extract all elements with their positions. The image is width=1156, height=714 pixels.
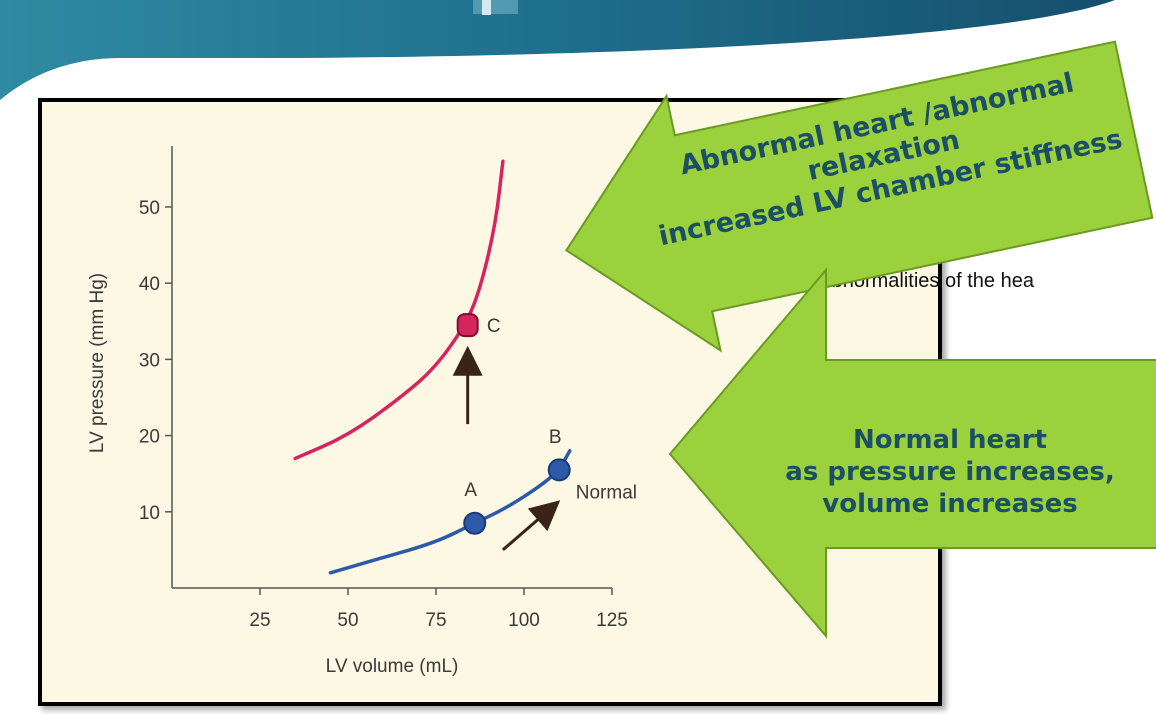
title-banner: [0, 0, 1115, 100]
x-tick-label: 125: [596, 610, 628, 631]
chart-axes: [171, 146, 612, 589]
point-c: [456, 313, 479, 338]
y-tick-label: 30: [139, 350, 160, 371]
point-label-c: C: [487, 316, 501, 337]
y-tick-label: 50: [139, 198, 160, 219]
point-b: [547, 458, 571, 482]
point-label-a: A: [464, 480, 477, 501]
normal-curve-label: Normal: [576, 483, 637, 504]
y-tick-label: 10: [139, 503, 160, 524]
direction-arrow: [501, 500, 561, 552]
x-tick-label: 25: [249, 610, 270, 631]
point-label-b: B: [549, 427, 562, 448]
y-tick-label: 20: [139, 427, 160, 448]
y-axis-label: LV pressure (mm Hg): [87, 273, 108, 453]
chart-frame: [38, 98, 942, 706]
x-tick-label: 100: [508, 610, 540, 631]
stiff-chamber-curve: [293, 159, 505, 461]
x-tick-label: 50: [337, 610, 358, 631]
y-tick-label: 40: [139, 274, 160, 295]
x-tick-label: 75: [425, 610, 446, 631]
x-axis-label: LV volume (mL): [326, 656, 459, 677]
point-a: [463, 511, 487, 535]
slide-body-text: stiffness cause abnormalities of the hea: [683, 270, 1034, 292]
